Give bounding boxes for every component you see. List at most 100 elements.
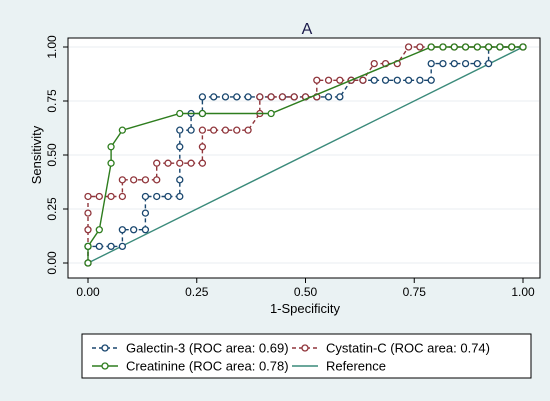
galectin-3-point xyxy=(176,176,184,184)
legend: Galectin-3 (ROC area: 0.69) Cystatin-C (R… xyxy=(81,333,532,379)
cystatin-c-point xyxy=(416,43,424,51)
creatinine-point xyxy=(107,143,115,151)
cystatin-c-point xyxy=(118,176,127,184)
galectin-3-point xyxy=(118,226,127,234)
creatinine-point xyxy=(267,109,275,118)
y-tick-label: 0.25 xyxy=(45,197,59,221)
galectin-3-point xyxy=(439,59,447,68)
creatinine-point xyxy=(508,43,516,51)
cystatin-c-point xyxy=(95,192,103,201)
galectin-3-point xyxy=(141,209,150,217)
x-tick-label: 0.00 xyxy=(76,285,100,299)
galectin-3-point xyxy=(233,93,241,101)
plot-region: 0.00 0.25 0.50 0.75 1.00 0.00 0.25 0.50 0.75 1.00 xyxy=(45,35,541,299)
legend-creatinine-label: Creatinine (ROC area: 0.78) xyxy=(126,359,289,374)
creatinine-point xyxy=(461,43,470,51)
y-axis-title: Sensitivity xyxy=(29,125,44,184)
galectin-3-point xyxy=(187,126,195,134)
creatinine-point xyxy=(450,43,458,51)
galectin-3-point xyxy=(176,143,184,151)
galectin-3-point xyxy=(210,93,218,101)
galectin-3-point xyxy=(450,59,458,68)
galectin-3-point xyxy=(141,192,150,201)
creatinine-point xyxy=(484,43,493,51)
legend-cystatin-c-marker xyxy=(301,344,309,352)
legend-creatinine-marker xyxy=(101,362,109,370)
cystatin-c-point xyxy=(176,159,184,167)
cystatin-c-point xyxy=(324,76,333,84)
galectin-3-point xyxy=(118,242,127,251)
cystatin-c-point xyxy=(244,126,252,134)
cystatin-c-point xyxy=(336,76,344,84)
cystatin-c-point xyxy=(404,43,413,51)
creatinine-point xyxy=(439,43,447,51)
x-tick-label: 0.50 xyxy=(294,285,318,299)
creatinine-point xyxy=(118,126,127,134)
creatinine-point xyxy=(198,109,207,118)
galectin-3-point xyxy=(336,93,344,101)
x-tick-label: 0.75 xyxy=(403,285,427,299)
x-tick-label: 0.25 xyxy=(185,285,209,299)
cystatin-c-point xyxy=(84,226,92,234)
galectin-3-point xyxy=(404,76,413,84)
chart-title: A xyxy=(302,21,313,38)
cystatin-c-point xyxy=(84,192,92,201)
cystatin-c-point xyxy=(313,76,321,84)
cystatin-c-point xyxy=(198,159,207,167)
creatinine-point xyxy=(95,226,103,234)
legend-cystatin-c-label: Cystatin-C (ROC area: 0.74) xyxy=(326,341,490,356)
y-tick-label: 1.00 xyxy=(45,35,59,59)
cystatin-c-point xyxy=(84,209,92,217)
galectin-3-point xyxy=(176,126,184,134)
galectin-3-point xyxy=(221,93,230,101)
galectin-3-point xyxy=(370,76,378,84)
creatinine-point xyxy=(84,242,92,251)
cystatin-c-point xyxy=(290,93,298,101)
legend-galectin-3-marker xyxy=(101,344,109,352)
galectin-3-point xyxy=(107,242,115,251)
cystatin-c-point xyxy=(164,159,172,167)
cystatin-c-point xyxy=(153,176,161,184)
legend-galectin-3-label: Galectin-3 (ROC area: 0.69) xyxy=(126,341,289,356)
galectin-3-point xyxy=(141,226,150,234)
creatinine-point xyxy=(519,43,527,51)
cystatin-c-point xyxy=(370,59,378,68)
cystatin-c-point xyxy=(256,93,264,101)
galectin-3-point xyxy=(130,226,138,234)
x-tick-label: 1.00 xyxy=(511,285,535,299)
cystatin-c-point xyxy=(187,159,195,167)
legend-box xyxy=(81,333,532,379)
galectin-3-point xyxy=(427,59,435,68)
creatinine-point xyxy=(84,259,92,267)
galectin-3-point xyxy=(176,192,184,201)
cystatin-c-point xyxy=(198,126,207,134)
cystatin-c-point xyxy=(141,176,150,184)
galectin-3-point xyxy=(198,93,207,101)
galectin-3-point xyxy=(473,59,481,68)
galectin-3-point xyxy=(461,59,470,68)
creatinine-point xyxy=(427,43,435,51)
y-tick-label: 0.75 xyxy=(45,89,59,113)
galectin-3-line xyxy=(87,46,523,263)
creatinine-point xyxy=(107,159,115,167)
legend-reference-label: Reference xyxy=(326,359,386,374)
creatinine-point xyxy=(473,43,481,51)
cystatin-c-point xyxy=(233,126,241,134)
galectin-3-point xyxy=(95,242,103,251)
cystatin-c-point xyxy=(130,176,138,184)
cystatin-c-point xyxy=(278,93,287,101)
cystatin-c-point xyxy=(153,159,161,167)
galectin-3-point xyxy=(427,76,435,84)
galectin-3-point xyxy=(381,76,390,84)
galectin-3-point xyxy=(164,192,172,201)
galectin-3-point xyxy=(393,76,401,84)
galectin-3-point xyxy=(244,93,252,101)
creatinine-point xyxy=(176,109,184,118)
galectin-3-point xyxy=(416,76,424,84)
cystatin-c-point xyxy=(118,192,127,201)
cystatin-c-point xyxy=(221,126,230,134)
cystatin-c-point xyxy=(267,93,275,101)
reference-line xyxy=(87,46,524,264)
y-tick-label: 0.50 xyxy=(45,143,59,167)
